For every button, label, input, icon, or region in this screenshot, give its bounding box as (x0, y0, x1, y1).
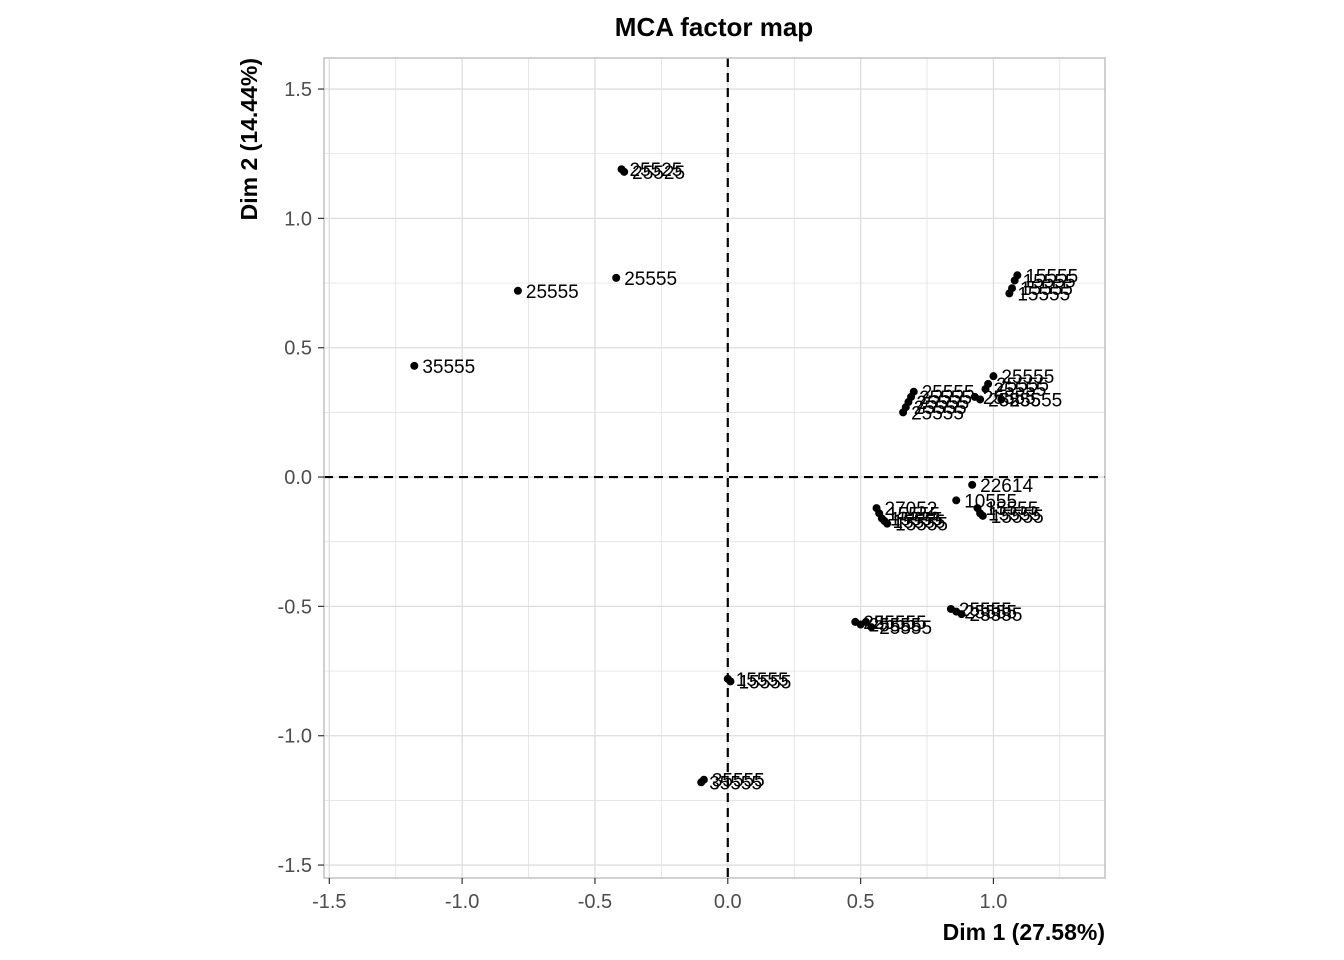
y-tick-label: 1.5 (284, 79, 312, 101)
data-point-label: 25555 (916, 393, 969, 414)
x-axis-ticks: -1.5 -1.0 -0.5 0.0 0.5 1.0 (312, 878, 1007, 913)
data-point (976, 395, 985, 404)
y-tick-label: -0.5 (278, 596, 312, 618)
data-point-label: 25555 (911, 403, 964, 424)
data-point (997, 395, 1006, 404)
y-tick-label: 0.5 (284, 338, 312, 360)
data-point (978, 511, 987, 520)
data-point (957, 610, 966, 619)
y-tick-label: -1.0 (278, 726, 312, 748)
x-tick-label: 1.0 (980, 891, 1008, 913)
data-point-label: 25555 (996, 375, 1049, 396)
data-point-label: 25555 (874, 613, 927, 634)
data-point (612, 273, 621, 282)
data-points (410, 165, 1022, 787)
data-point-label: 15555 (893, 512, 946, 533)
data-point (697, 778, 706, 787)
reference-lines (324, 58, 1105, 878)
data-point-label: 15555 (736, 670, 789, 691)
data-point (984, 379, 993, 388)
x-axis-title: Dim 1 (27.58%) (943, 919, 1105, 945)
x-tick-label: -0.5 (578, 891, 612, 913)
data-point-label: 25525 (630, 160, 683, 181)
data-point-label: 15555 (1023, 271, 1076, 292)
y-tick-label: 0.0 (284, 467, 312, 489)
data-point (867, 623, 876, 632)
data-point-label: 35555 (422, 357, 475, 378)
data-point-label: 25555 (970, 605, 1023, 626)
y-axis-ticks: -1.5 -1.0 -0.5 0.0 0.5 1.0 1.5 (278, 79, 324, 877)
data-point-label: 25555 (988, 390, 1041, 411)
panel-border (323, 57, 1106, 879)
data-point-label: 25555 (959, 600, 1012, 621)
point-labels: 3555525555255552552525525355553555515555… (422, 160, 1078, 794)
data-point-label: 25555 (993, 380, 1046, 401)
y-tick-label: -1.5 (278, 855, 312, 877)
chart-title: MCA factor map (615, 12, 813, 42)
grid-major (324, 58, 1105, 878)
data-point (617, 165, 626, 174)
data-point-label: 15555 (895, 515, 948, 536)
data-point-label: 15555 (890, 509, 943, 530)
data-point-label: 25555 (863, 613, 916, 634)
data-point-label: 25555 (914, 398, 967, 419)
data-point-label: 15555 (887, 504, 940, 525)
data-point-label: 25525 (632, 163, 685, 184)
data-point-label: 35555 (712, 771, 765, 792)
data-point-label: 10555 (964, 491, 1017, 512)
data-point (861, 617, 870, 626)
x-tick-label: 0.0 (714, 891, 742, 913)
data-point-label: 25555 (983, 388, 1036, 409)
data-point (909, 387, 918, 396)
data-point (883, 519, 892, 528)
data-point-label: 25555 (919, 388, 972, 409)
data-point (1008, 284, 1017, 293)
data-point (968, 480, 977, 489)
data-point (410, 361, 419, 370)
grid-minor (324, 58, 1105, 878)
data-point-label: 25555 (1009, 390, 1062, 411)
data-point-label: 15555 (1020, 279, 1073, 300)
x-tick-label: -1.0 (445, 891, 479, 913)
x-tick-label: 0.5 (847, 891, 875, 913)
data-point-label: 25555 (922, 383, 975, 404)
data-point (726, 677, 735, 686)
data-point-label: 15555 (991, 507, 1044, 528)
data-point-label: 15555 (1017, 284, 1070, 305)
data-point-label: 15555 (1025, 266, 1078, 287)
data-point-label: 35555 (709, 773, 762, 794)
data-point-label: 25555 (879, 618, 932, 639)
data-point-label: 22614 (980, 476, 1033, 497)
data-point-label: 25555 (869, 615, 922, 636)
data-point-label: 25555 (526, 282, 579, 303)
data-point-label: 25555 (624, 269, 677, 290)
x-tick-label: -1.5 (312, 891, 346, 913)
y-axis-title: Dim 2 (14.44%) (236, 58, 262, 220)
data-point-label: 15555 (738, 672, 791, 693)
data-point-label: 25555 (1001, 367, 1054, 388)
data-point (513, 286, 522, 295)
data-point (989, 372, 998, 381)
data-point-label: 25555 (964, 603, 1017, 624)
data-point-label: 15555 (985, 499, 1038, 520)
y-tick-label: 1.0 (284, 208, 312, 230)
data-point (1013, 271, 1022, 280)
data-point-label: 27052 (885, 499, 938, 520)
data-point-label: 15555 (988, 504, 1041, 525)
data-point (952, 496, 961, 505)
